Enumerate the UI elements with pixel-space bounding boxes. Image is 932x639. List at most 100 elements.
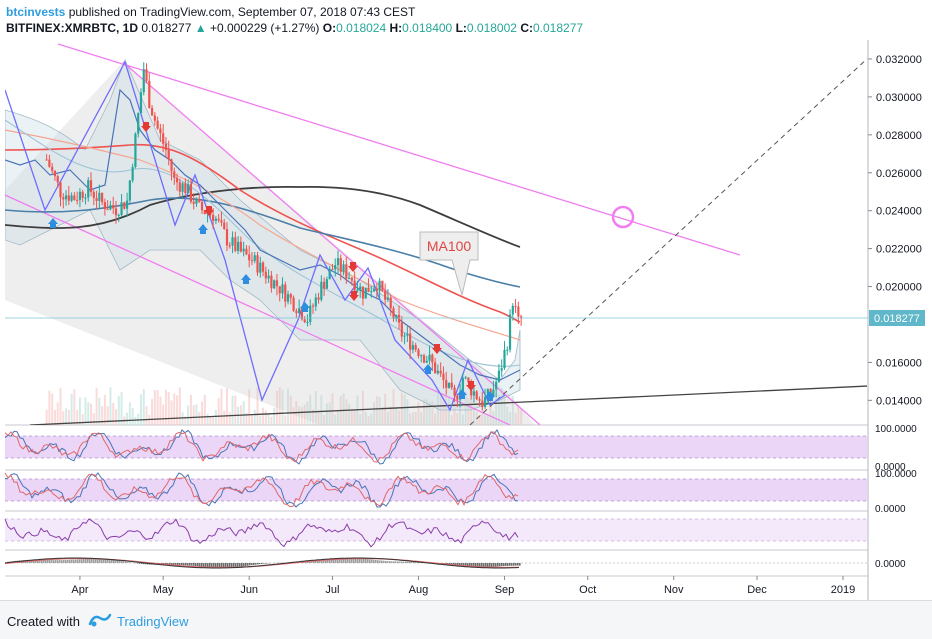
candle-body (315, 297, 317, 306)
macd-bar (387, 561, 389, 563)
candle-body (476, 391, 478, 399)
candle-body (231, 237, 233, 245)
macd-bar (247, 563, 249, 566)
macd-bar (71, 560, 73, 563)
volume-bar (226, 388, 228, 425)
macd-bar (503, 563, 505, 566)
macd-bar (235, 563, 237, 567)
candle-body (143, 69, 145, 92)
candle-body (70, 195, 72, 200)
candle-body (220, 220, 222, 222)
macd-bar (119, 561, 121, 563)
candle-body (417, 350, 419, 356)
candle-body (154, 116, 156, 121)
candle-body (226, 229, 228, 245)
candle-body (140, 92, 142, 113)
cci-pane[interactable] (5, 519, 867, 547)
candle-body (109, 205, 111, 209)
candle-body (245, 249, 247, 255)
macd-bar (89, 559, 91, 563)
candle-body (145, 69, 147, 81)
created-with-text: Created with (7, 614, 80, 629)
macd-bar (187, 563, 189, 565)
footer-bar: Created with TradingView (0, 600, 932, 639)
volume-bar (168, 392, 170, 425)
volume-bar (270, 417, 272, 425)
candle-body (68, 195, 70, 200)
tradingview-brand-link[interactable]: TradingView (117, 614, 189, 629)
volume-bar (51, 394, 53, 425)
candle-body (331, 269, 333, 270)
candle-body (359, 287, 361, 290)
volume-bar (220, 389, 222, 425)
macd-bar (61, 560, 63, 563)
candle-body (478, 399, 480, 401)
macd-bar (199, 563, 201, 566)
candle-body (298, 308, 300, 313)
macd-bar (129, 562, 131, 563)
macd-bar (93, 559, 95, 563)
chart-canvas[interactable]: MA100 0.0320000.0300000.0280000.0260000.… (0, 0, 932, 600)
macd-bar (69, 560, 71, 563)
candle-body (251, 260, 253, 261)
volume-bar (96, 388, 98, 425)
macd-bar (261, 563, 263, 564)
candle-body (137, 113, 139, 134)
macd-bar (259, 563, 261, 564)
macd-bar (405, 562, 407, 563)
volume-bar (73, 389, 75, 425)
candle-body (342, 264, 344, 271)
candle-body (373, 289, 375, 291)
volume-bar (107, 406, 109, 425)
macd-bar (313, 561, 315, 563)
macd-bar (311, 562, 313, 563)
macd-bar (411, 562, 413, 563)
macd-bar (205, 563, 207, 567)
macd-bar (517, 563, 519, 566)
macd-bar (375, 560, 377, 563)
volume-bar (179, 387, 181, 425)
macd-zero-label: 0.0000 (875, 559, 906, 570)
volume-bar (79, 397, 81, 425)
volume-bar (262, 408, 264, 425)
time-tick-label: Apr (71, 584, 88, 596)
macd-bar (251, 563, 253, 565)
candle-body (265, 272, 267, 279)
macd-bar (141, 563, 143, 564)
volume-bar (215, 410, 217, 425)
macd-bar (51, 560, 53, 563)
candle-body (95, 198, 97, 201)
candle-body (123, 202, 125, 208)
candle-body (329, 269, 331, 279)
volume-bar (104, 395, 106, 425)
tradingview-logo-icon[interactable] (88, 612, 112, 633)
volume-bar (173, 394, 175, 425)
rsi-pane[interactable]: 100.0000 0.0000 (5, 424, 917, 473)
macd-bar (497, 563, 499, 566)
candle-body (76, 200, 78, 201)
candle-body (312, 306, 314, 307)
candle-body (509, 315, 511, 350)
macd-bar (203, 563, 205, 567)
candle-body (65, 195, 67, 199)
stoch-pane[interactable]: 100.0000 0.0000 (5, 469, 917, 515)
time-tick-label: Oct (579, 584, 596, 596)
macd-pane[interactable]: 0.0000 (5, 558, 906, 570)
macd-bar (515, 563, 517, 566)
candle-body (248, 254, 250, 260)
macd-bar (495, 563, 497, 567)
macd-bar (87, 559, 89, 563)
volume-bar (87, 402, 89, 425)
candle-body (184, 183, 186, 193)
macd-bar (85, 559, 87, 563)
macd-bar (79, 559, 81, 563)
volume-bar (232, 396, 234, 425)
macd-bar (491, 563, 493, 567)
macd-bar (407, 562, 409, 563)
candle-body (354, 281, 356, 291)
candle-body (431, 355, 433, 363)
candle-body (215, 219, 217, 221)
candle-body (403, 336, 405, 337)
price-axis[interactable]: 0.0320000.0300000.0280000.0260000.024000… (868, 54, 922, 407)
